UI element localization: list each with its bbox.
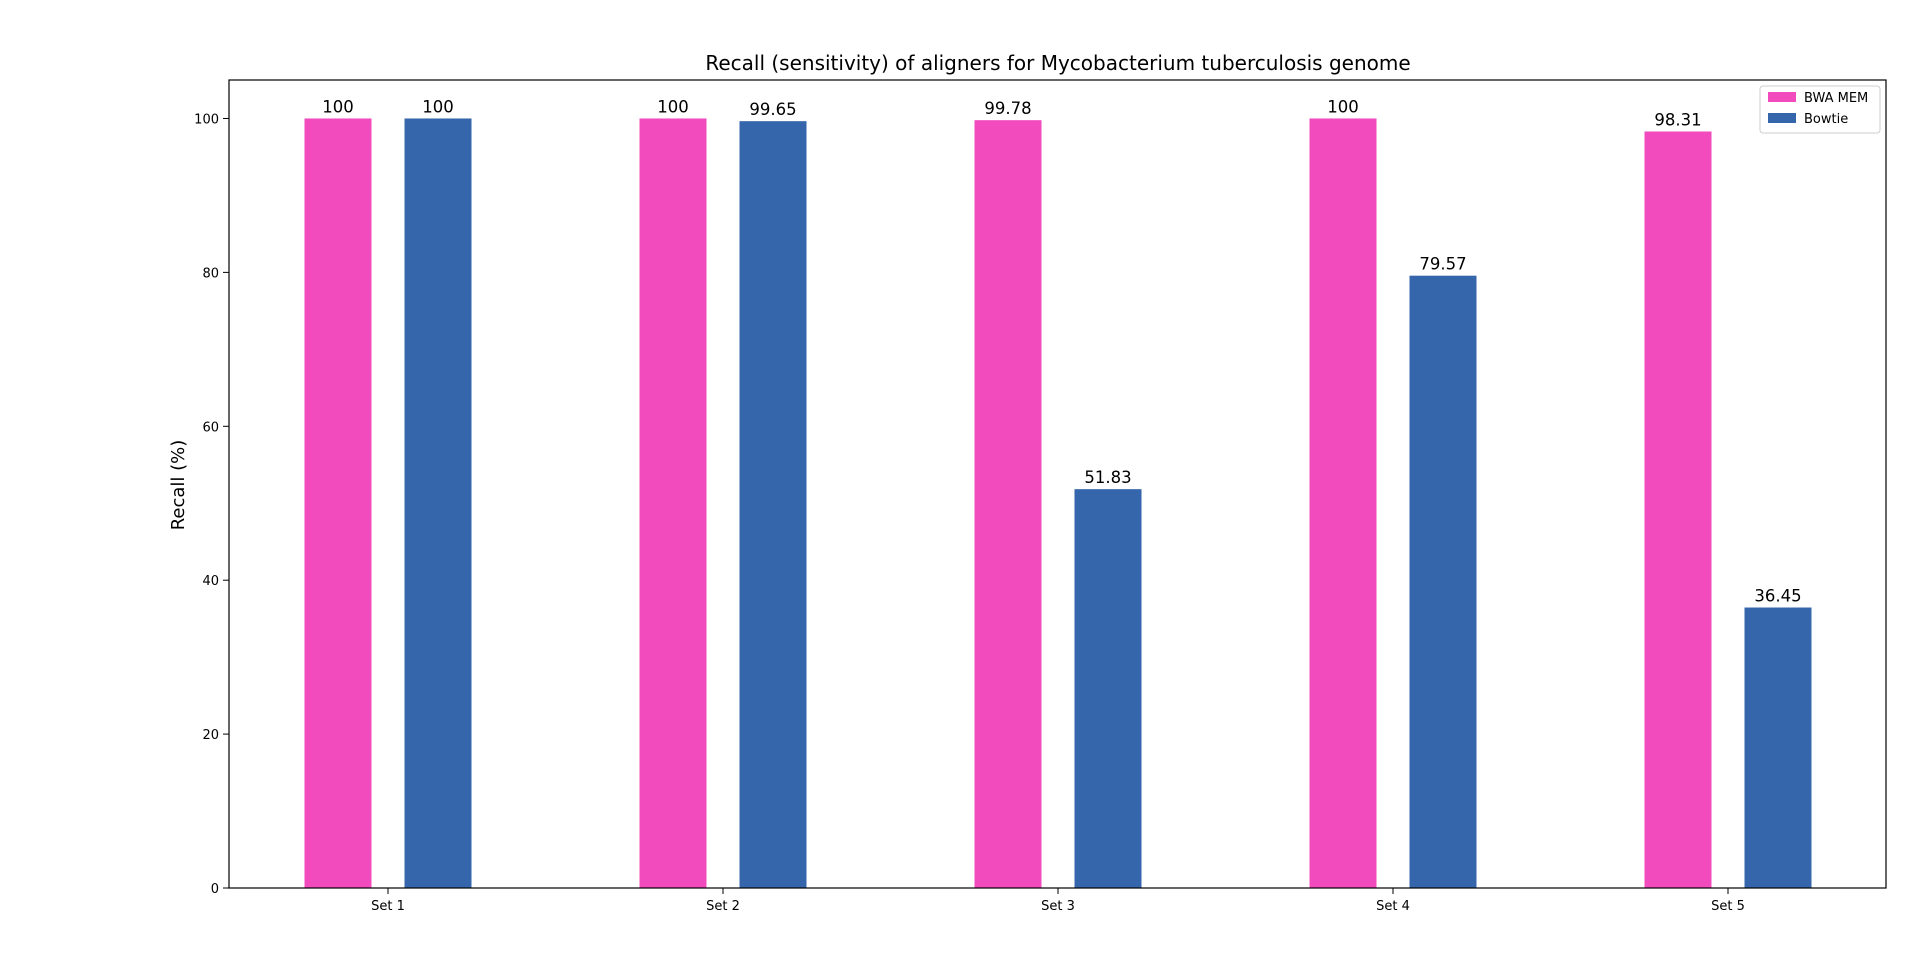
legend: BWA MEM Bowtie	[1759, 85, 1881, 134]
bar-value-label: 36.45	[1754, 587, 1801, 606]
bar-value-label: 100	[422, 97, 454, 116]
bar-bwa-mem	[304, 118, 372, 888]
bar-value-label: 100	[1327, 97, 1359, 116]
x-tick-label: Set 3	[1041, 899, 1075, 914]
y-tick-label: 60	[202, 420, 219, 435]
bar-value-label: 99.78	[984, 99, 1031, 118]
y-tick-label: 80	[202, 266, 219, 281]
bar-value-label: 98.31	[1654, 110, 1701, 129]
legend-label-bwa-mem: BWA MEM	[1804, 91, 1868, 106]
y-tick-label: 20	[202, 728, 219, 743]
x-axis-ticks: Set 1 Set 2 Set 3 Set 4 Set 5	[371, 888, 1745, 914]
bar-value-label: 100	[322, 97, 354, 116]
y-tick-label: 100	[194, 112, 219, 127]
bar-bwa-mem	[1644, 131, 1712, 888]
chart-title: Recall (sensitivity) of aligners for Myc…	[705, 51, 1410, 75]
bar-bwa-mem	[1309, 118, 1377, 888]
x-tick-label: Set 4	[1376, 899, 1410, 914]
bar-value-label: 51.83	[1084, 468, 1131, 487]
bar-value-label: 99.65	[749, 100, 796, 119]
bar-bowtie	[1409, 275, 1477, 888]
bar-bowtie	[739, 121, 807, 888]
plot-frame	[228, 79, 1887, 889]
value-labels: 100 100 99.78 100 98.31 100 99.65 51.83 79.57 36.…	[322, 97, 1801, 605]
bar-bwa-mem	[639, 118, 707, 888]
legend-swatch-bowtie	[1768, 113, 1796, 123]
bar-bowtie	[1074, 489, 1142, 888]
bar-bowtie	[404, 118, 472, 888]
x-tick-label: Set 1	[371, 899, 405, 914]
y-axis-ticks: 0 20 40 60 80 100	[194, 112, 229, 897]
x-tick-label: Set 2	[706, 899, 740, 914]
bars	[304, 118, 1812, 889]
y-tick-label: 0	[211, 882, 219, 897]
bar-value-label: 100	[657, 97, 689, 116]
bar-bwa-mem	[974, 120, 1042, 889]
bar-value-label: 79.57	[1419, 255, 1466, 274]
bar-bowtie	[1744, 607, 1812, 888]
y-axis-label: Recall (%)	[168, 440, 189, 531]
legend-swatch-bwa-mem	[1768, 92, 1796, 102]
legend-label-bowtie: Bowtie	[1804, 112, 1848, 127]
y-tick-label: 40	[202, 574, 219, 589]
x-tick-label: Set 5	[1711, 899, 1745, 914]
